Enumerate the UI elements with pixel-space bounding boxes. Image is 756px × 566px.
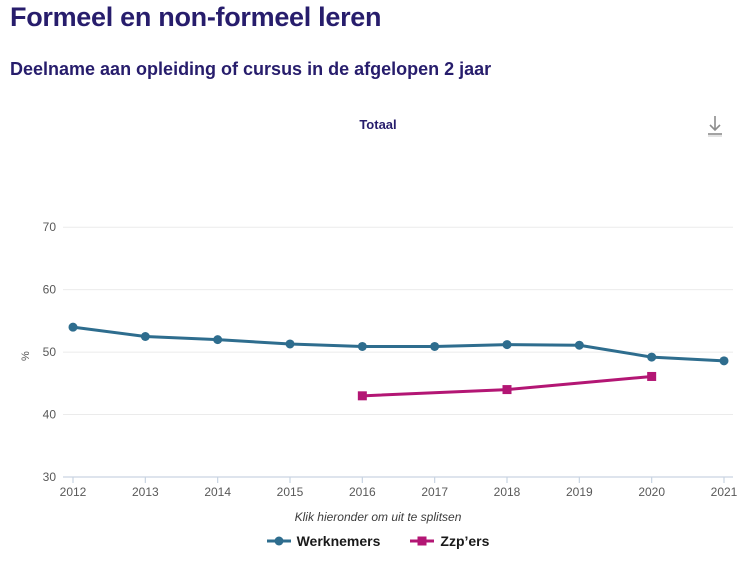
data-point-marker[interactable] (140, 332, 150, 341)
y-axis-tick-label: 60 (43, 283, 57, 297)
data-point-marker[interactable] (430, 341, 440, 351)
y-axis-tick-label: 40 (43, 408, 57, 422)
x-axis-tick-label: 2015 (277, 485, 304, 499)
legend-label: Zzp’ers (440, 533, 490, 549)
x-axis-tick-label: 2018 (494, 485, 521, 499)
legend-item-zzpers[interactable]: Zzp’ers (410, 533, 489, 549)
y-axis-tick-label: 30 (43, 470, 57, 484)
data-point-marker[interactable] (574, 340, 584, 350)
werknemers-series-marker-icon (266, 536, 291, 546)
download-icon (708, 116, 722, 137)
x-axis-tick-label: 2019 (566, 485, 593, 499)
legend-label: Werknemers (296, 533, 381, 549)
data-point-marker[interactable] (502, 340, 512, 350)
data-point-marker[interactable] (647, 371, 657, 381)
split-hint-text: Klik hieronder om uit te splitsen (294, 510, 462, 524)
legend-item-werknemers[interactable]: Werknemers (266, 533, 381, 549)
page-title: Formeel en non-formeel leren (10, 2, 382, 32)
series-line-werknemers (71, 325, 726, 363)
data-point-marker[interactable] (357, 391, 367, 401)
zzpers-series-marker-icon (410, 536, 435, 546)
data-point-marker[interactable] (647, 352, 657, 362)
data-point-marker[interactable] (213, 335, 223, 345)
data-point-marker[interactable] (68, 322, 78, 332)
x-axis-tick-label: 2013 (132, 485, 159, 499)
data-point-marker[interactable] (502, 385, 512, 395)
x-axis-tick-label: 2021 (711, 485, 738, 499)
x-axis-tick-label: 2016 (349, 485, 376, 499)
download-button[interactable] (702, 112, 728, 142)
data-point-marker[interactable] (357, 341, 367, 351)
x-axis-tick-label: 2017 (421, 485, 448, 499)
x-axis-tick-label: 2020 (638, 485, 665, 499)
page-subtitle: Deelname aan opleiding of cursus in de a… (10, 59, 492, 79)
chart-legend: Werknemers Zzp’ers (0, 533, 756, 549)
y-axis-tick-label: 70 (43, 220, 57, 234)
data-point-marker[interactable] (719, 356, 729, 366)
y-axis-tick-label: 50 (43, 345, 57, 359)
x-axis-tick-label: 2012 (60, 485, 87, 499)
x-axis-tick-label: 2014 (204, 485, 231, 499)
chart-column-label: Totaal (359, 117, 397, 132)
y-axis-title: % (20, 351, 32, 361)
data-point-marker[interactable] (285, 339, 295, 349)
